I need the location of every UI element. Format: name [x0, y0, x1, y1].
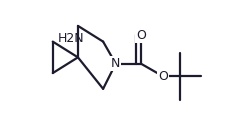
Text: N: N	[111, 57, 120, 70]
Text: O: O	[136, 29, 146, 42]
Text: O: O	[158, 70, 168, 83]
Text: H2N: H2N	[58, 32, 84, 45]
